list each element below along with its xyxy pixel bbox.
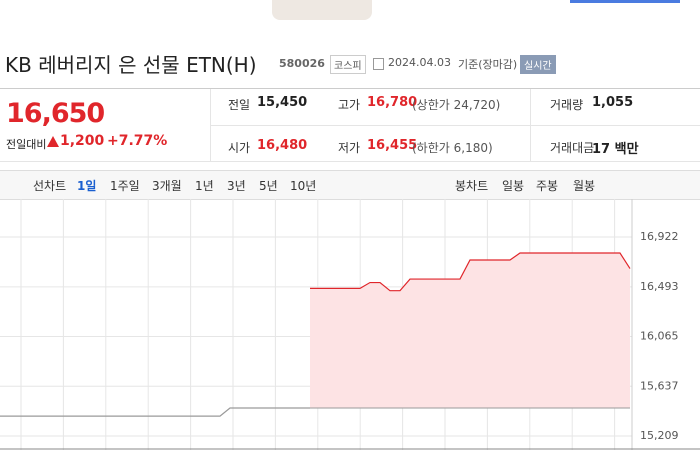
stat-value: 1,055 — [592, 95, 634, 110]
stat-label: 시가 — [228, 141, 251, 155]
tab-bar — [0, 170, 700, 200]
period-tab[interactable]: 10년 — [290, 179, 317, 193]
price: 16,650 — [6, 98, 105, 129]
ad-image — [272, 0, 372, 20]
tab-label: 선차트 — [33, 179, 67, 193]
stat-value: 15,450 — [257, 95, 308, 110]
stat-value: 16,455 — [367, 138, 418, 153]
period-tab[interactable]: 5년 — [259, 179, 278, 193]
stat-value: 16,480 — [257, 138, 308, 153]
code: 580026 — [279, 57, 325, 70]
stat-label: 거래량 — [550, 98, 584, 112]
stat-label: 전일 — [228, 98, 251, 112]
period-tab[interactable]: 1주일 — [110, 179, 140, 193]
stat-label: 저가 — [338, 141, 361, 155]
title: KB 레버리지 은 선물 ETN(H) — [5, 53, 257, 77]
y-tick-label: 15,209 — [640, 429, 679, 442]
y-tick-label: 16,065 — [640, 330, 679, 343]
y-tick-label: 16,922 — [640, 230, 679, 243]
y-tick-label: 15,637 — [640, 379, 679, 392]
divider — [211, 125, 700, 126]
period-tab[interactable]: 3개월 — [152, 179, 182, 193]
stat-label: 거래대금 — [550, 141, 595, 155]
candle-tab[interactable]: 주봉 — [536, 179, 559, 193]
stat-value: 17 백만 — [592, 142, 639, 157]
change-pct: +7.77% — [107, 133, 168, 149]
tab-label: 봉차트 — [455, 179, 489, 193]
period-tab[interactable]: 1일 — [77, 179, 97, 193]
date: 2024.04.03 — [388, 56, 451, 69]
period-tab[interactable]: 3년 — [227, 179, 246, 193]
candle-tab[interactable]: 일봉 — [502, 179, 525, 193]
stat-label: 고가 — [338, 98, 361, 112]
price-line — [310, 252, 631, 292]
stat-note: (하한가 6,180) — [412, 141, 493, 155]
period-tab[interactable]: 1년 — [195, 179, 214, 193]
realtime-badge[interactable]: 실시간 — [520, 55, 556, 74]
basis: 기준(장마감) — [458, 58, 518, 71]
stat-note: (상한가 24,720) — [412, 98, 501, 112]
price-line — [0, 407, 310, 417]
chart: 15,209 15,637 16,065 16,493 16,922 — [0, 199, 700, 450]
up-arrow — [47, 136, 59, 147]
calendar-icon — [373, 58, 384, 70]
area-fill — [310, 253, 630, 409]
market-badge: 코스피 — [330, 55, 366, 74]
divider — [210, 89, 211, 161]
ad-button — [570, 0, 680, 3]
info-box — [0, 88, 700, 162]
change-label: 전일대비 — [6, 138, 47, 151]
change: 1,200 — [60, 133, 105, 149]
stat-value: 16,780 — [367, 95, 418, 110]
y-tick-label: 16,493 — [640, 280, 679, 293]
candle-tab[interactable]: 월봉 — [573, 179, 596, 193]
